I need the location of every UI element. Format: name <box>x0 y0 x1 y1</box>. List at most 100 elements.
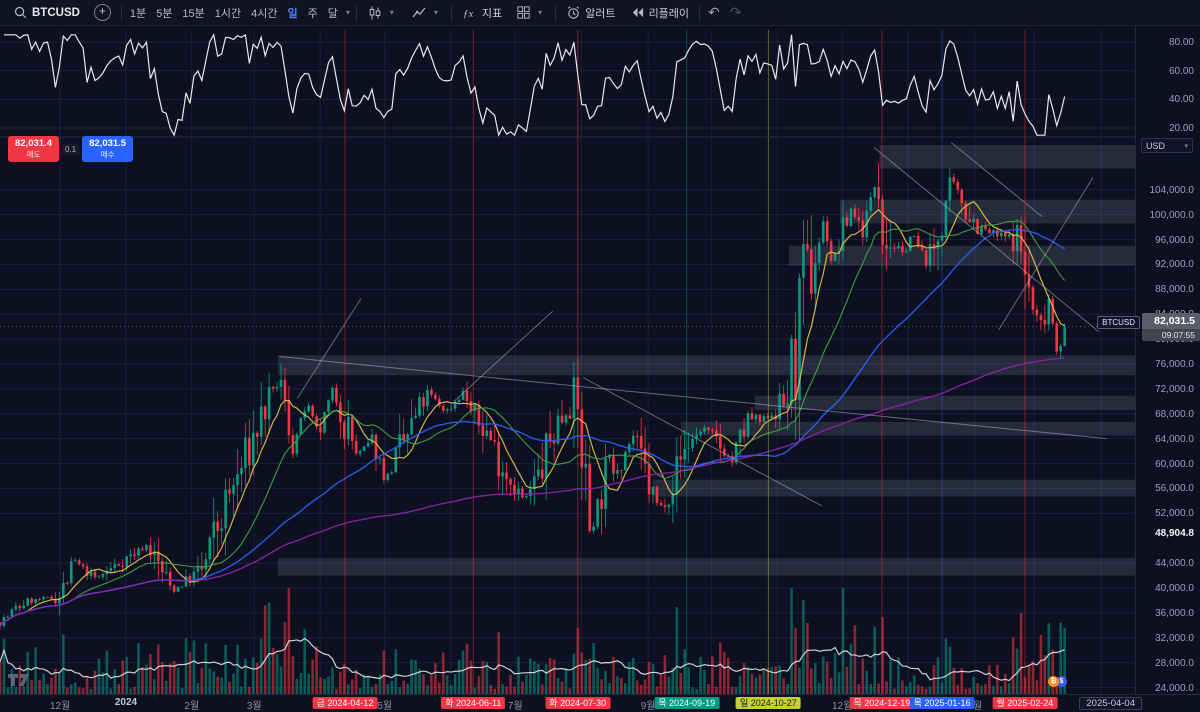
redo-button[interactable]: ↷ <box>729 4 742 20</box>
btc-icon: ₿ <box>1048 676 1059 687</box>
event-date-badge[interactable]: 목 2025-01-16 <box>909 697 975 709</box>
time-label: 2월 <box>967 701 983 712</box>
interval-1분[interactable]: 1분 <box>129 7 147 20</box>
alert-label: 알러트 <box>585 7 616 20</box>
price-tick: 96,000.0 <box>1155 234 1194 246</box>
toolbar-separator <box>450 4 452 21</box>
price-tick: 72,000.0 <box>1155 383 1194 395</box>
line-tools-button[interactable]: ▾ <box>404 0 448 26</box>
indicators-button[interactable]: ƒx 지표 <box>455 0 509 26</box>
interval-5분[interactable]: 5분 <box>156 7 173 20</box>
interval-달[interactable]: 달 <box>327 7 338 20</box>
price-tick: 40,000.0 <box>1155 583 1194 594</box>
bar-countdown: 09:07:55 <box>1142 329 1200 342</box>
price-tick: 44,000.0 <box>1155 558 1194 570</box>
buy-button[interactable]: 82,031.5 매수 <box>82 136 134 162</box>
event-date-badge[interactable]: 월 2025-02-24 <box>992 697 1058 709</box>
chart-style-caret: ▾ <box>389 8 394 17</box>
chart-style-button[interactable]: ▾ <box>360 0 404 26</box>
axis-date-button[interactable]: 2025-04-04 <box>1079 697 1142 710</box>
usd-icon: $ <box>1056 676 1067 687</box>
price-tick: 76,000.0 <box>1155 359 1194 370</box>
price-tick: 100,000.0 <box>1149 209 1195 221</box>
replay-label: 리플레이 <box>648 7 690 20</box>
price-tick: 104,000.0 <box>1149 184 1195 196</box>
tradingview-logo[interactable] <box>8 674 34 692</box>
time-label: 2024 <box>114 697 138 708</box>
sell-price: 82,031.4 <box>15 138 52 149</box>
toolbar-separator <box>355 4 357 21</box>
svg-text:ƒx: ƒx <box>463 8 474 20</box>
event-date-badge[interactable]: 일 2024-10-27 <box>735 697 801 709</box>
price-tick: 68,000.0 <box>1155 408 1194 420</box>
time-label: 3월 <box>246 701 262 712</box>
currency-label: USD <box>1146 140 1166 151</box>
chart-area: 82,031.4 매도 0.1 82,031.5 매수 ₿ $ <box>0 26 1135 694</box>
indicators-fx-icon: ƒx <box>463 8 474 20</box>
price-tick: 24,000.0 <box>1155 682 1194 694</box>
oscillator-tick: 20.00 <box>1168 123 1194 134</box>
replay-rewind-icon <box>632 7 643 18</box>
plus-icon: + <box>93 4 111 21</box>
last-price-badge: BTCUSD 82,031.5 09:07:55 <box>1097 313 1200 342</box>
symbol-name: BTCUSD <box>32 6 80 19</box>
event-date-badge[interactable]: 목 2024-09-19 <box>654 697 720 709</box>
last-price-value: 82,031.5 <box>1142 313 1200 330</box>
price-tick: 56,000.0 <box>1155 483 1194 495</box>
last-symbol-chip: BTCUSD <box>1097 316 1140 330</box>
symbol-search-button[interactable]: BTCUSD <box>6 0 87 26</box>
candlestick-style-icon <box>369 6 381 19</box>
oscillator-tick: 60.00 <box>1168 65 1194 77</box>
top-toolbar: BTCUSD + 1분 5분 15분 1시간 4시간 일 주 달 ▾ ▾ ▾ ƒx 지표 <box>0 0 1200 26</box>
buy-price: 82,031.5 <box>89 138 127 149</box>
event-date-badge[interactable]: 목 2024-12-19 <box>849 697 915 709</box>
time-label: 12월 <box>831 701 853 712</box>
instrument-logos[interactable]: ₿ $ <box>1048 676 1067 687</box>
time-label: 12월 <box>49 701 71 712</box>
interval-주[interactable]: 주 <box>307 7 318 20</box>
alert-clock-icon <box>568 6 580 19</box>
buy-label: 매수 <box>100 150 115 159</box>
event-date-badge[interactable]: 화 2024-06-11 <box>441 697 506 709</box>
main-chart[interactable] <box>0 26 1135 694</box>
interval-group: 1분 5분 15분 1시간 4시간 일 주 달 <box>125 0 343 26</box>
time-label: 2월 <box>184 701 200 712</box>
templates-grid-icon <box>517 6 530 19</box>
event-date-badge[interactable]: 화 2024-07-30 <box>545 697 611 709</box>
price-tick: 28,000.0 <box>1155 657 1194 669</box>
interval-15분[interactable]: 15분 <box>182 7 205 20</box>
price-tick: 64,000.0 <box>1155 433 1194 445</box>
toolbar-separator <box>699 4 701 21</box>
chevron-down-icon: ▾ <box>1184 142 1188 150</box>
undo-button[interactable]: ↶ <box>708 4 720 20</box>
interval-1시간[interactable]: 1시간 <box>214 7 242 20</box>
price-axis[interactable]: USD ▾ 80.00 60.00 40.00 20.00 104,000.0 100,… <box>1097 26 1200 694</box>
oscillator-tick: 80.00 <box>1168 37 1194 48</box>
price-tick: 36,000.0 <box>1155 607 1194 619</box>
price-tick: 88,000.0 <box>1155 284 1194 296</box>
search-icon <box>14 6 27 19</box>
compare-add-button[interactable]: + <box>87 0 118 26</box>
sell-button[interactable]: 82,031.4 매도 <box>8 136 59 162</box>
price-tick: 52,000.0 <box>1155 508 1194 520</box>
time-label: 5월 <box>377 701 393 712</box>
sell-label: 매도 <box>26 150 41 159</box>
line-style-icon <box>412 7 426 17</box>
time-label: 9월 <box>640 701 656 712</box>
currency-selector[interactable]: USD ▾ <box>1141 138 1193 153</box>
interval-4시간[interactable]: 4시간 <box>251 7 278 20</box>
interval-일[interactable]: 일 <box>287 7 298 20</box>
alert-button[interactable]: 알러트 <box>559 0 622 26</box>
interval-dropdown-caret[interactable]: ▾ <box>345 8 350 17</box>
event-date-badge[interactable]: 금 2024-04-12 <box>312 697 378 709</box>
toolbar-separator <box>555 4 557 21</box>
time-axis[interactable]: 12월 2024 2월 3월 5월 7월 9월 12월 2월 금 2024-04-12 화 2024… <box>0 694 1200 712</box>
price-tick: 60,000.0 <box>1155 458 1194 470</box>
replay-button[interactable]: 리플레이 <box>623 0 696 26</box>
indicators-label: 지표 <box>481 7 503 20</box>
price-tick: 32,000.0 <box>1155 632 1194 644</box>
indicator-templates-button[interactable]: ▾ <box>509 0 552 26</box>
spread-value: 0.1 <box>61 143 80 155</box>
line-tools-caret: ▾ <box>433 8 438 17</box>
low-price-label: 48,904.8 <box>1155 527 1194 539</box>
